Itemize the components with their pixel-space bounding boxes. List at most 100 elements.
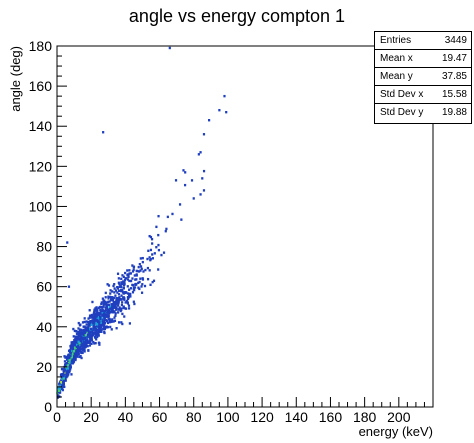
histogram-bin (102, 305, 105, 308)
histogram-bin (92, 334, 95, 337)
histogram-bin (87, 324, 90, 327)
histogram-bin (118, 306, 121, 309)
histogram-bin (89, 320, 92, 323)
histogram-bin (162, 251, 166, 254)
histogram-bin (100, 316, 103, 320)
histogram-bin (88, 314, 92, 317)
histogram-bin (125, 291, 128, 294)
histogram-bin (192, 197, 195, 200)
histogram-bin (128, 269, 131, 272)
histogram-bin (117, 289, 121, 293)
histogram-bin (71, 344, 74, 347)
histogram-bin (149, 283, 152, 287)
histogram-bin (102, 318, 106, 321)
histogram-bin (106, 314, 109, 317)
histogram-bin (66, 368, 69, 371)
histogram-bin (125, 307, 128, 310)
histogram-bin (129, 295, 132, 298)
histogram-bin (71, 361, 74, 364)
histogram-bin (141, 256, 144, 260)
histogram-bin (95, 306, 98, 309)
histogram-bin (104, 315, 107, 318)
histogram-bin (103, 309, 106, 313)
histogram-bin (128, 288, 131, 291)
histogram-bin (98, 323, 101, 327)
histogram-bin (117, 308, 120, 311)
histogram-bin (77, 321, 80, 325)
histogram-bin (135, 269, 138, 273)
histogram-bin (79, 339, 82, 343)
histogram-bin (65, 366, 68, 370)
histogram-bin (73, 342, 76, 345)
histogram-bin (95, 314, 99, 317)
histogram-bin (64, 376, 67, 380)
histogram-bin (85, 323, 88, 326)
stats-entries-label: Entries (380, 35, 412, 46)
histogram-bin (129, 279, 133, 283)
histogram-bin (199, 193, 202, 196)
histogram-bin (86, 327, 89, 331)
histogram-bin (107, 303, 111, 307)
histogram-bin (218, 108, 221, 112)
histogram-bin (113, 311, 116, 314)
histogram-bin (82, 338, 85, 341)
histogram-bin (92, 332, 95, 335)
histogram-bin (100, 330, 103, 333)
histogram-bin (64, 370, 67, 373)
histogram-bin (148, 256, 151, 259)
histogram-bin (135, 283, 138, 286)
histogram-bin (114, 314, 117, 317)
histogram-bin (117, 293, 121, 296)
histogram-bin (89, 335, 92, 338)
histogram-bin (116, 297, 119, 300)
histogram-bin (63, 360, 67, 363)
histogram-bin (95, 323, 99, 326)
histogram-bin (114, 312, 117, 315)
histogram-bin (89, 321, 93, 325)
histogram-bin (109, 320, 112, 324)
histogram-bin (87, 329, 91, 332)
histogram-bin (78, 355, 81, 359)
stats-row-mean-y: Mean y 37.85 (375, 68, 471, 86)
histogram-bin (93, 326, 97, 330)
histogram-bin (100, 301, 103, 304)
histogram-bin (99, 306, 102, 309)
histogram-bin (97, 306, 100, 310)
histogram-bin (80, 334, 83, 337)
histogram-bin (128, 272, 131, 275)
histogram-bin (98, 341, 101, 345)
histogram-bin (69, 354, 72, 357)
histogram-bin (78, 324, 81, 327)
histogram-bin (93, 335, 97, 339)
histogram-bin (141, 278, 145, 281)
histogram-bin (131, 291, 135, 294)
histogram-bin (69, 346, 72, 349)
histogram-bin (79, 333, 82, 336)
histogram-bin (89, 340, 92, 343)
histogram-bin (87, 349, 90, 352)
histogram-bin (73, 352, 76, 355)
x-tick-label: 80 (186, 409, 202, 425)
histogram-bin (127, 304, 131, 307)
histogram-bin (65, 355, 68, 359)
histogram-bin (125, 277, 128, 280)
histogram-bin (71, 349, 74, 353)
histogram-bin (111, 298, 115, 302)
histogram-bin (89, 329, 92, 332)
histogram-bin (60, 373, 63, 376)
histogram-bin (101, 310, 105, 314)
histogram-bin (84, 335, 87, 339)
histogram-bin (85, 327, 88, 330)
histogram-bin (88, 334, 91, 337)
x-tick-label: 140 (285, 409, 309, 425)
histogram-bin (96, 309, 99, 312)
histogram-bin (70, 355, 73, 359)
histogram-bin (113, 283, 116, 286)
histogram-bin (82, 343, 85, 346)
histogram-bin (92, 328, 95, 331)
histogram-bin (69, 348, 72, 352)
stats-mean-x-label: Mean x (380, 53, 413, 64)
histogram-bin (104, 306, 107, 309)
histogram-bin (109, 325, 112, 329)
